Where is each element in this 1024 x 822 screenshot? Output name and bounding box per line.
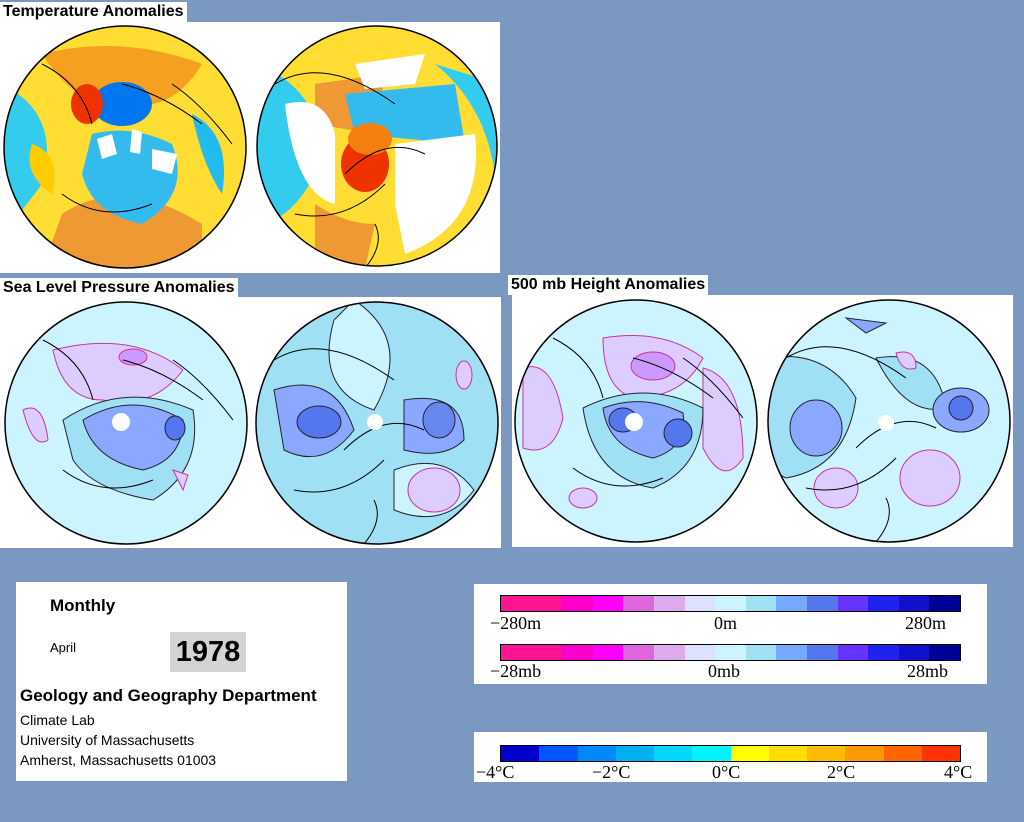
pressure-color-scale-swatch (623, 645, 654, 660)
height-color-scale-swatch (715, 596, 746, 611)
height-color-scale-swatch (929, 596, 960, 611)
height-color-scale-swatch (868, 596, 899, 611)
temperature-map-northern-hemisphere (3, 25, 247, 269)
temperature-color-scale (500, 745, 961, 762)
temperature-legend-panel: −4°C −2°C 0°C 2°C 4°C (474, 732, 987, 782)
temperature-color-scale-swatch (730, 746, 769, 761)
temperature-color-scale-swatch (654, 746, 693, 761)
university-name: University of Massachusetts (20, 732, 195, 748)
temperature-map-southern-hemisphere (256, 25, 498, 267)
anomaly-legend-panel: −280m 0m 280m −28mb 0mb 28mb (474, 584, 987, 684)
pressure-color-scale-swatch (592, 645, 624, 660)
height-color-scale-swatch (592, 596, 624, 611)
height-mid-label: 0m (714, 613, 738, 633)
height-color-scale-swatch (653, 596, 685, 611)
pressure-color-scale-swatch (837, 645, 869, 660)
time-mode-label: Monthly (50, 596, 116, 615)
month-label: April (50, 640, 77, 655)
temperature-color-scale-swatch (807, 746, 846, 761)
height-color-scale-swatch (745, 596, 777, 611)
pressure-color-scale-swatch (776, 645, 807, 660)
pressure-max-label: 28mb (907, 661, 949, 681)
height-color-scale-swatch (501, 596, 532, 611)
pressure-color-scale-swatch (531, 645, 563, 660)
height-color-scale-swatch (623, 596, 654, 611)
height-color-scale-swatch (684, 596, 716, 611)
address-line: Amherst, Massachusetts 01003 (20, 752, 217, 768)
height-color-scale-swatch (898, 596, 930, 611)
height-color-scale-swatch (776, 596, 807, 611)
pressure-color-scale-swatch (501, 645, 532, 660)
pressure-color-scale-swatch (715, 645, 746, 660)
pressure-color-scale-swatch (929, 645, 960, 660)
slp-map-southern-hemisphere (255, 301, 499, 545)
pressure-color-scale-swatch (653, 645, 685, 660)
temperature-color-scale-swatch (501, 746, 540, 761)
temperature-label-0: 0°C (712, 762, 741, 782)
pressure-min-label: −28mb (490, 661, 542, 681)
height500-map-northern-hemisphere (514, 299, 758, 543)
temperature-label-minus2: −2°C (592, 762, 631, 782)
height-color-scale-swatch (531, 596, 563, 611)
pressure-color-scale-swatch (684, 645, 716, 660)
temperature-color-scale-swatch (615, 746, 654, 761)
height-color-scale (500, 595, 961, 612)
temperature-color-scale-swatch (692, 746, 731, 761)
temperature-section-title: Temperature Anomalies (0, 2, 187, 22)
height500-map-southern-hemisphere (767, 299, 1011, 543)
info-panel: Monthly April 1978 Geology and Geography… (16, 582, 347, 781)
pressure-color-scale-swatch (745, 645, 777, 660)
pressure-color-scale-swatch (868, 645, 899, 660)
pressure-color-scale-swatch (562, 645, 593, 660)
slp-section-title: Sea Level Pressure Anomalies (0, 278, 238, 298)
height-min-label: −280m (490, 613, 542, 633)
lab-name: Climate Lab (20, 712, 95, 728)
height-color-scale-swatch (806, 596, 838, 611)
pressure-color-scale-swatch (806, 645, 838, 660)
year-label: 1978 (170, 632, 246, 672)
temperature-color-scale-swatch (845, 746, 884, 761)
pressure-color-scale (500, 644, 961, 661)
slp-map-northern-hemisphere (4, 301, 248, 545)
temperature-color-scale-swatch (768, 746, 807, 761)
temperature-label-4: 4°C (944, 762, 973, 782)
pressure-mid-label: 0mb (708, 661, 741, 681)
department-name: Geology and Geography Department (20, 686, 317, 705)
height500-section-title: 500 mb Height Anomalies (508, 275, 709, 295)
pressure-color-scale-swatch (898, 645, 930, 660)
temperature-label-minus4: −4°C (476, 762, 515, 782)
height-color-scale-swatch (562, 596, 593, 611)
temperature-color-scale-swatch (921, 746, 960, 761)
temperature-label-2: 2°C (827, 762, 856, 782)
temperature-color-scale-swatch (577, 746, 616, 761)
temperature-color-scale-swatch (883, 746, 922, 761)
temperature-color-scale-swatch (539, 746, 578, 761)
height-color-scale-swatch (837, 596, 869, 611)
height-max-label: 280m (905, 613, 947, 633)
